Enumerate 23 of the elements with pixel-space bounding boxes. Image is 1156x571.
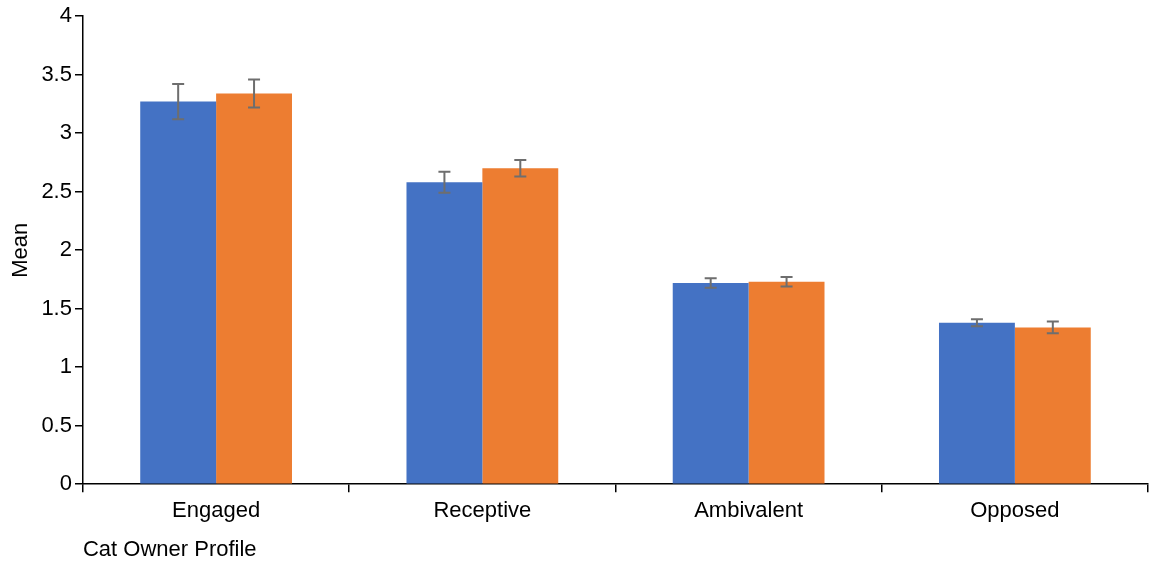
x-axis-title: Cat Owner Profile — [82, 535, 257, 561]
bar — [216, 93, 292, 484]
y-tick-label: 2 — [59, 236, 72, 262]
bar — [482, 168, 559, 484]
y-tick-label: 0 — [59, 470, 72, 496]
y-tick-label: 0.5 — [41, 411, 72, 437]
bar — [748, 281, 825, 484]
x-tick-label: Engaged — [172, 497, 261, 523]
bar — [1014, 327, 1091, 484]
y-tick-label: 3.5 — [41, 60, 72, 86]
bar — [938, 322, 1015, 484]
y-tick-label: 4 — [59, 2, 72, 28]
y-axis-title: Mean — [7, 222, 33, 278]
bar — [406, 182, 483, 484]
bar — [140, 101, 217, 484]
x-tick-label: Ambivalent — [694, 497, 804, 523]
y-tick-label: 1 — [59, 353, 72, 379]
y-tick-label: 3 — [59, 119, 72, 145]
y-tick-label: 2.5 — [41, 177, 72, 203]
x-tick-label: Receptive — [433, 497, 532, 523]
bar — [672, 282, 749, 484]
y-tick-label: 1.5 — [41, 294, 72, 320]
x-tick-label: Opposed — [970, 497, 1060, 523]
